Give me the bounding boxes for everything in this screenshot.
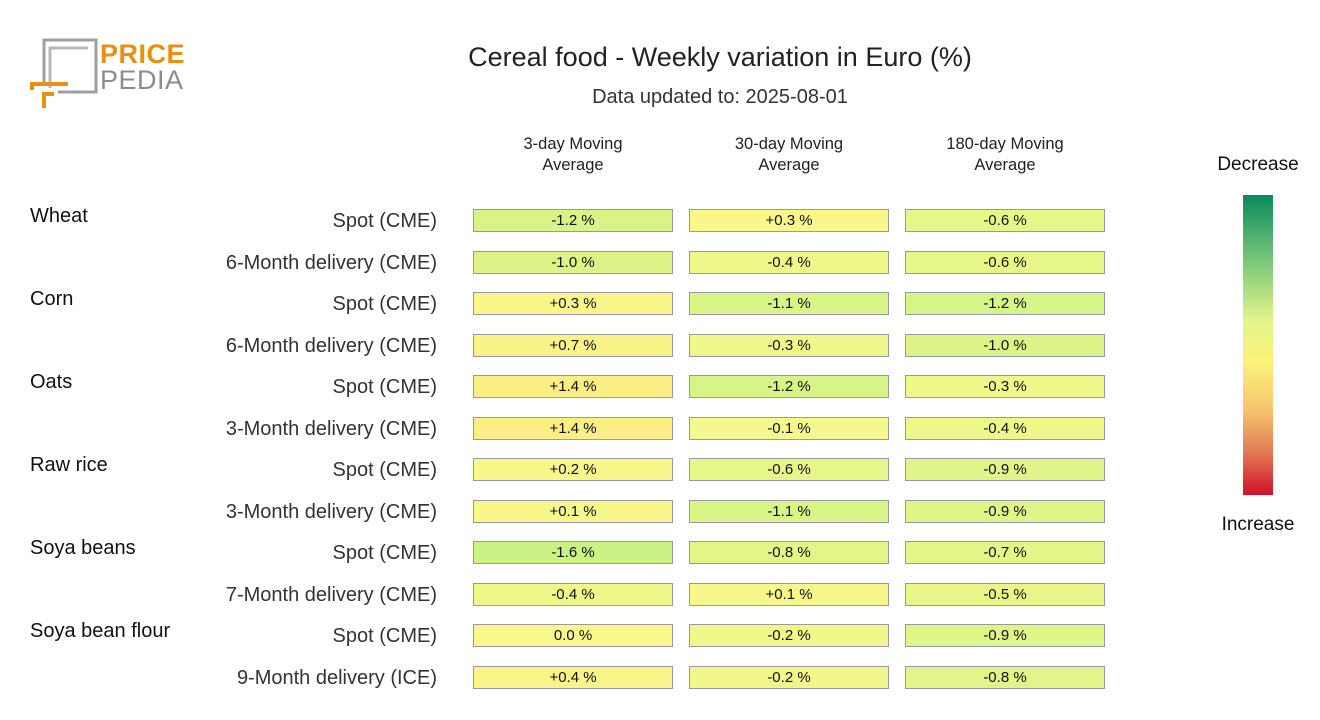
heatmap-cell: 0.0 % [473,624,673,647]
heatmap-cell: -1.2 % [905,292,1105,315]
contract-label: Spot (CME) [332,293,437,315]
legend-top-label: Decrease [1217,154,1299,175]
contract-label: 6-Month delivery (CME) [225,334,437,357]
commodity-label: Wheat [30,205,88,227]
commodity-label: Soya bean flour [30,620,171,642]
heatmap-cell: -0.8 % [905,665,1105,689]
column-header: 30-day Moving Average [734,135,844,174]
heatmap-cell: -0.3 % [905,375,1105,398]
heatmap-cell: -0.3 % [689,333,889,357]
heatmap-cell: +0.3 % [689,209,889,232]
chart-subtitle: Data updated to: 2025-08-01 [592,86,848,108]
contract-label: 3-Month delivery (CME) [225,417,437,440]
heatmap-cell: +0.7 % [473,333,673,357]
heatmap-cell: -0.9 % [905,499,1105,523]
heatmap-cell: -0.1 % [689,416,889,440]
heatmap-cell: -0.6 % [905,250,1105,274]
heatmap-cell: +0.4 % [473,665,673,689]
pricepedia-logo: PRICE PEDIA [28,36,188,110]
heatmap-cell: +0.2 % [473,458,673,481]
heatmap-cell: +1.4 % [473,375,673,398]
contract-label: Spot (CME) [332,210,437,232]
heatmap-cell: -0.9 % [905,624,1105,647]
logo-mark [30,38,98,108]
heatmap-cell: -0.6 % [905,209,1105,232]
heatmap-cell: -0.9 % [905,458,1105,481]
contract-label: Spot (CME) [332,625,437,647]
contract-label: 7-Month delivery (CME) [225,583,437,606]
heatmap-cell: -0.2 % [689,665,889,689]
heatmap-cell: -1.1 % [689,292,889,315]
heatmap-cell: -1.1 % [689,499,889,523]
heatmap-cell: -0.4 % [905,416,1105,440]
contract-label: 9-Month delivery (ICE) [236,666,437,689]
commodity-label: Raw rice [30,454,108,476]
heatmap-cell: -1.2 % [689,375,889,398]
heatmap-cell: -0.7 % [905,541,1105,564]
contract-label: 3-Month delivery (CME) [225,500,437,523]
heatmap-cell: -1.0 % [905,333,1105,357]
contract-label: 6-Month delivery (CME) [225,251,437,274]
chart-title: Cereal food - Weekly variation in Euro (… [468,42,972,72]
heatmap-cell: +0.3 % [473,292,673,315]
heatmap-cell: -0.4 % [473,582,673,606]
heatmap-cell: -0.5 % [905,582,1105,606]
heatmap-cell: -1.6 % [473,541,673,564]
contract-label: Spot (CME) [332,542,437,564]
commodity-label: Soya beans [30,537,136,559]
commodity-label: Corn [30,288,74,310]
color-scale-bar [1243,195,1273,495]
heatmap-cell: +0.1 % [689,582,889,606]
heatmap-cell: -1.0 % [473,250,673,274]
heatmap-cell: -0.8 % [689,541,889,564]
legend-bottom-label: Increase [1221,514,1295,535]
heatmap-cell: -0.6 % [689,458,889,481]
logo-text-pedia: PEDIA [100,65,184,95]
heatmap-cell: -1.2 % [473,209,673,232]
heatmap-cell: -0.4 % [689,250,889,274]
heatmap-cell: -0.2 % [689,624,889,647]
column-header: 3-day Moving Average [523,135,623,174]
contract-label: Spot (CME) [332,376,437,398]
commodity-label: Oats [30,371,73,393]
column-header: 180-day Moving Average [946,135,1064,174]
heatmap-cell: +1.4 % [473,416,673,440]
logo-text-price: PRICE [100,39,186,69]
heatmap-cell: +0.1 % [473,499,673,523]
contract-label: Spot (CME) [332,459,437,481]
